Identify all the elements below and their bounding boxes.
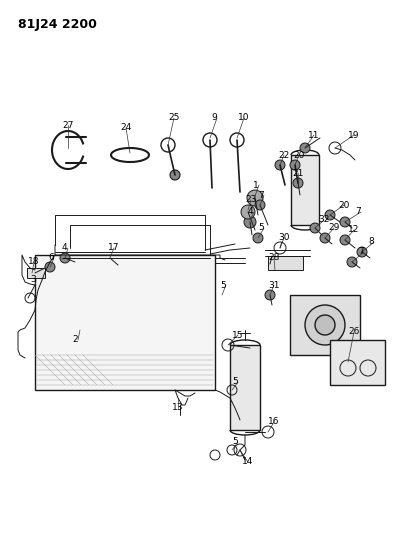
Bar (230, 345, 260, 430)
Text: 5: 5 (258, 223, 264, 232)
Circle shape (315, 315, 335, 335)
Bar (291, 155, 319, 225)
Text: 11: 11 (308, 131, 320, 140)
Text: 24: 24 (120, 124, 131, 133)
Bar (35, 255, 215, 390)
Circle shape (310, 223, 320, 233)
Circle shape (275, 160, 285, 170)
Text: 31: 31 (268, 280, 279, 289)
Circle shape (290, 160, 300, 170)
Text: 7: 7 (355, 207, 361, 216)
Text: 30: 30 (278, 233, 290, 243)
Text: 22: 22 (278, 150, 289, 159)
Circle shape (340, 217, 350, 227)
Text: 20: 20 (293, 150, 304, 159)
Text: 7: 7 (358, 247, 364, 256)
Circle shape (241, 205, 255, 219)
Text: 9: 9 (211, 114, 217, 123)
Circle shape (60, 253, 70, 263)
Text: 12: 12 (348, 225, 359, 235)
Text: 27: 27 (62, 120, 73, 130)
Text: 21: 21 (292, 168, 304, 177)
Circle shape (170, 170, 180, 180)
Text: 8: 8 (368, 238, 374, 246)
Circle shape (244, 216, 256, 228)
Circle shape (247, 190, 263, 206)
Circle shape (305, 305, 345, 345)
Text: 15: 15 (232, 330, 243, 340)
Text: 32: 32 (318, 215, 329, 224)
Text: 5: 5 (232, 377, 238, 386)
Text: 1: 1 (253, 181, 259, 190)
Bar (27, 268, 45, 278)
Bar (290, 295, 360, 355)
Text: 4: 4 (62, 244, 68, 253)
Circle shape (347, 257, 357, 267)
Text: 5: 5 (232, 438, 238, 447)
Bar (268, 256, 303, 270)
Text: 5: 5 (220, 280, 226, 289)
Text: 17: 17 (108, 244, 119, 253)
Bar (330, 340, 385, 385)
Text: 18: 18 (28, 257, 40, 266)
Text: 26: 26 (348, 327, 359, 336)
Text: 28: 28 (268, 254, 279, 262)
Circle shape (265, 290, 275, 300)
Text: 13: 13 (172, 403, 184, 413)
Text: 23: 23 (245, 196, 256, 205)
Text: 10: 10 (238, 114, 249, 123)
Text: 7: 7 (258, 190, 264, 199)
Text: 25: 25 (168, 114, 179, 123)
Circle shape (45, 262, 55, 272)
Text: 29: 29 (328, 223, 339, 232)
Circle shape (357, 247, 367, 257)
Circle shape (255, 200, 265, 210)
Circle shape (293, 178, 303, 188)
Text: 2: 2 (72, 335, 78, 344)
Text: 3: 3 (30, 276, 36, 285)
Text: 6: 6 (48, 254, 54, 262)
Circle shape (320, 233, 330, 243)
Text: 20: 20 (338, 200, 349, 209)
Text: 19: 19 (348, 131, 360, 140)
Circle shape (300, 143, 310, 153)
Circle shape (325, 210, 335, 220)
Circle shape (340, 235, 350, 245)
Text: 81J24 2200: 81J24 2200 (18, 18, 97, 31)
Text: 16: 16 (268, 417, 279, 426)
Circle shape (253, 233, 263, 243)
Text: 4: 4 (248, 207, 253, 216)
Text: 14: 14 (242, 457, 253, 466)
